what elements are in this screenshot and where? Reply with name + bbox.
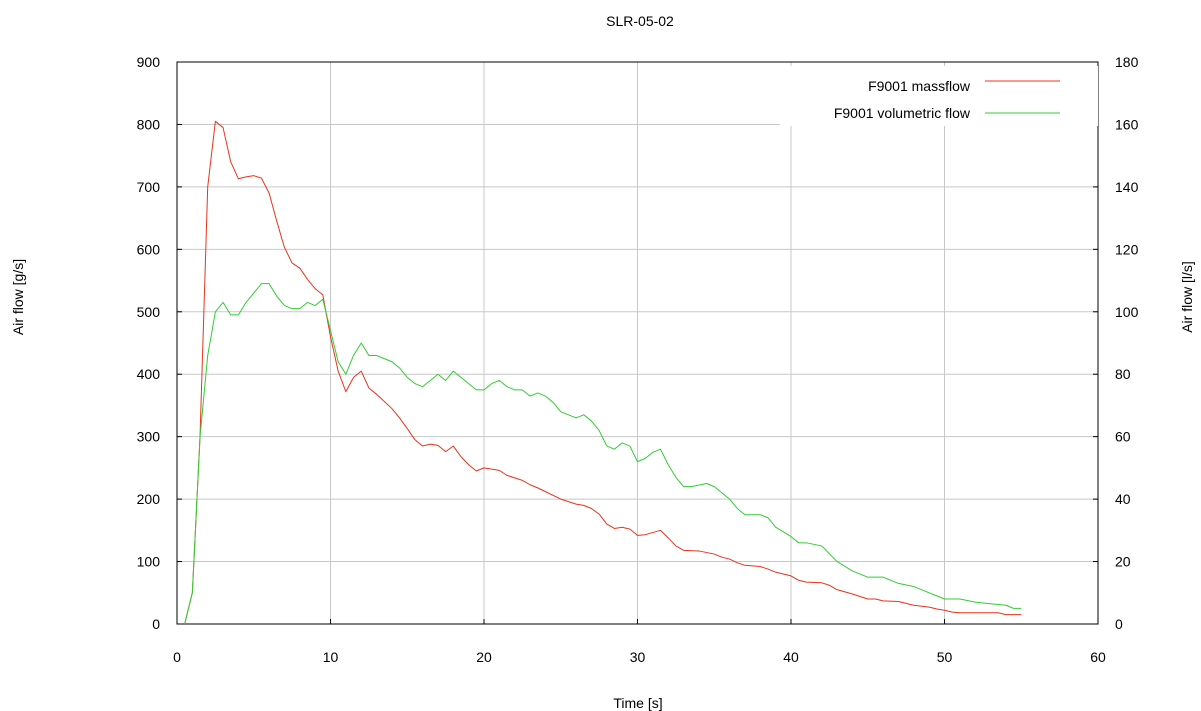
series-line-massflow (184, 120, 1022, 625)
x-tick-label: 10 (323, 649, 339, 665)
chart-title: SLR-05-02 (606, 13, 674, 29)
series-lines (184, 120, 1022, 625)
tick-marks (176, 61, 1099, 625)
x-tick-label: 60 (1090, 649, 1106, 665)
legend-background (780, 66, 1098, 126)
y-tick-label: 400 (137, 366, 161, 382)
y-axis-label: Air flow [g/s] (10, 259, 26, 335)
y2-tick-label: 0 (1115, 616, 1123, 632)
legend-label-massflow: F9001 massflow (868, 78, 971, 94)
y2-tick-label: 140 (1115, 179, 1139, 195)
x-tick-label: 50 (937, 649, 953, 665)
y-tick-label: 700 (137, 179, 161, 195)
y2-axis-label: Air flow [l/s] (1179, 261, 1195, 333)
y2-tick-label: 120 (1115, 241, 1139, 257)
y2-tick-label: 20 (1115, 554, 1131, 570)
y2-tick-labels: 0 20 40 60 80 100 120 140 160 180 (1115, 54, 1139, 632)
y2-tick-label: 60 (1115, 429, 1131, 445)
y-tick-label: 300 (137, 429, 161, 445)
y2-tick-label: 40 (1115, 491, 1131, 507)
x-tick-label: 30 (630, 649, 646, 665)
series-line-volumetric-flow (184, 283, 1022, 625)
legend: F9001 massflow F9001 volumetric flow (780, 66, 1098, 126)
y-tick-label: 0 (152, 616, 160, 632)
y-tick-label: 500 (137, 304, 161, 320)
y2-tick-label: 80 (1115, 366, 1131, 382)
y2-tick-label: 100 (1115, 304, 1139, 320)
grid-lines (177, 62, 1098, 624)
x-tick-label: 20 (476, 649, 492, 665)
legend-label-volumetric-flow: F9001 volumetric flow (834, 105, 971, 121)
y2-tick-label: 160 (1115, 116, 1139, 132)
x-tick-labels: 0 10 20 30 40 50 60 (173, 649, 1106, 665)
y2-tick-label: 180 (1115, 54, 1139, 70)
x-tick-label: 0 (173, 649, 181, 665)
y-tick-label: 200 (137, 491, 161, 507)
y-tick-label: 900 (137, 54, 161, 70)
y-tick-label: 100 (137, 554, 161, 570)
y-tick-label: 800 (137, 116, 161, 132)
x-axis-label: Time [s] (613, 695, 662, 711)
y-tick-label: 600 (137, 241, 161, 257)
y-tick-labels: 0 100 200 300 400 500 600 700 800 900 (137, 54, 161, 632)
x-tick-label: 40 (783, 649, 799, 665)
